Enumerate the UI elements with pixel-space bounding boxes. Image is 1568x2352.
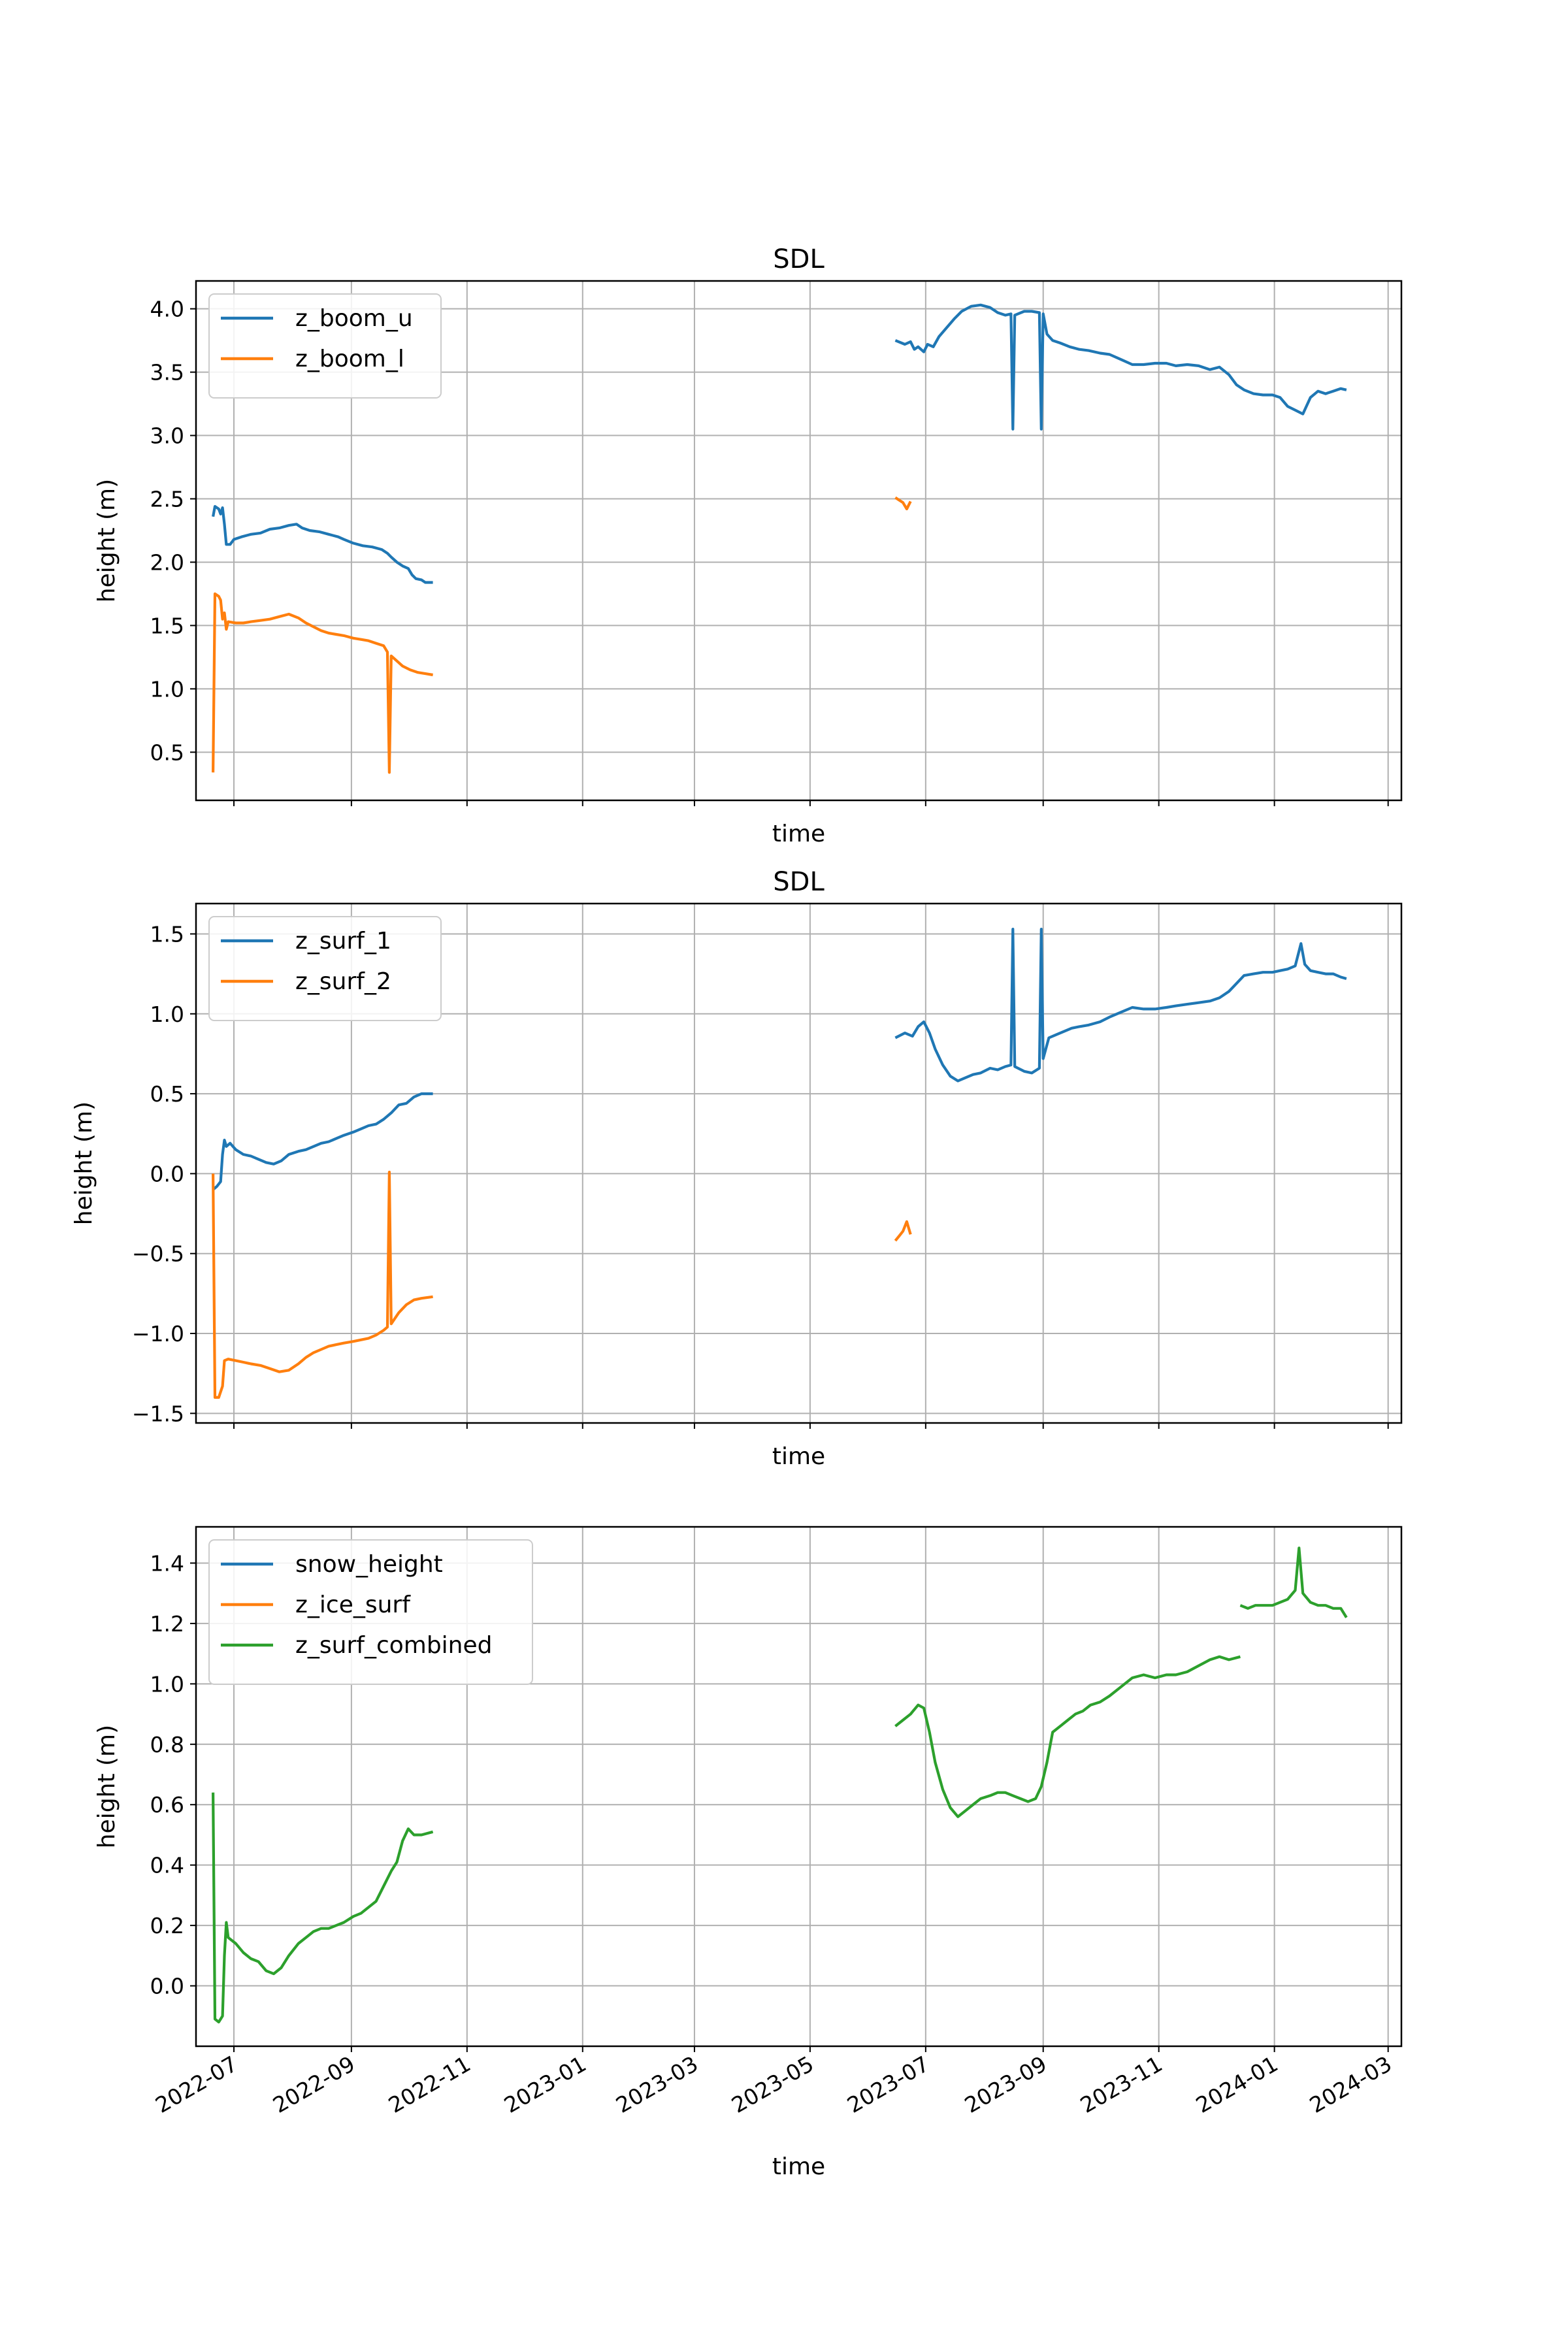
x-axis-label: time [772, 1443, 825, 1470]
y-tick-label: 0.2 [150, 1913, 184, 1938]
x-tick-label: 2022-11 [384, 2051, 475, 2118]
series-line-z_boom_l [894, 496, 912, 511]
series-line-z_surf_2 [212, 1170, 433, 1399]
legend-label: z_surf_combined [295, 1632, 493, 1659]
y-tick-label: 1.0 [150, 676, 184, 702]
y-tick-label: 0.4 [150, 1853, 184, 1878]
x-tick-label: 2023-07 [843, 2051, 934, 2118]
axes-frame [195, 1526, 1403, 2048]
legend-label: z_ice_surf [295, 1592, 411, 1618]
y-tick-label: 0.0 [150, 1974, 184, 1999]
y-tick-label: 0.8 [150, 1732, 184, 1757]
y-tick-label: 4.0 [150, 297, 184, 322]
x-tick-label: 2023-09 [960, 2051, 1051, 2118]
series-line-z_boom_u [212, 505, 433, 584]
legend: z_boom_u z_boom_l [208, 293, 442, 399]
series-line-z_surf_1 [212, 1092, 433, 1191]
series-line-z_surf_combined [894, 1655, 1241, 1818]
y-tick-label: 3.0 [150, 423, 184, 449]
y-tick-label: 1.2 [150, 1611, 184, 1637]
y-tick-label: 2.0 [150, 549, 184, 575]
legend: snow_height z_ice_surf z_surf_combined [208, 1539, 533, 1685]
x-tick-label: 2024-01 [1192, 2051, 1282, 2118]
y-tick-label: 3.5 [150, 360, 184, 385]
y-tick-label: 2.5 [150, 487, 184, 512]
legend: z_surf_1 z_surf_2 [208, 916, 442, 1021]
x-axis-label: time [772, 821, 825, 847]
series-line-z_boom_u [894, 303, 1347, 431]
axes-frame [195, 280, 1403, 802]
series-line-z_surf_1 [894, 928, 1347, 1083]
x-tick-label: 2022-07 [151, 2051, 242, 2118]
series-line-z_surf_2 [894, 1220, 912, 1242]
chart-title: SDL [773, 867, 825, 897]
y-tick-label: 1.4 [150, 1550, 184, 1576]
y-tick-label: 1.0 [150, 1002, 184, 1027]
x-axis-label: time [772, 2153, 825, 2180]
legend-box [208, 1539, 533, 1685]
chart-3: 0.0 0.2 0.4 0.6 0.8 1.0 1.2 1.4 2022-07 2022-09 20… [93, 1526, 1403, 2180]
chart-1: 0.5 1.0 1.5 2.0 2.5 3.0 3.5 4.0 SDL time height (m… [93, 244, 1403, 847]
x-tick-label: 2023-05 [727, 2051, 818, 2118]
chart-title: SDL [773, 244, 825, 274]
chart-2: −1.5 −1.0 −0.5 0.0 0.5 1.0 1.5 SDL time height (m… [71, 867, 1403, 1470]
legend-label: snow_height [295, 1551, 443, 1578]
series-line-z_surf_combined [1239, 1546, 1348, 1618]
legend-box [208, 293, 442, 399]
y-tick-label: −0.5 [132, 1241, 184, 1267]
x-tick-label: 2023-01 [500, 2051, 591, 2118]
y-tick-label: −1.5 [132, 1401, 184, 1426]
legend-box [208, 916, 442, 1021]
y-axis-label: height (m) [93, 479, 120, 602]
y-tick-label: 1.5 [150, 613, 184, 638]
axes-frame [195, 902, 1403, 1424]
x-tick-label: 2024-03 [1305, 2051, 1396, 2118]
x-tick-label: 2023-11 [1076, 2051, 1167, 2118]
y-tick-label: −1.0 [132, 1321, 184, 1347]
legend-label: z_boom_l [295, 346, 404, 372]
y-tick-label: 0.0 [150, 1161, 184, 1186]
y-axis-label: height (m) [71, 1102, 97, 1225]
legend-label: z_surf_1 [295, 928, 391, 955]
series-line-z_boom_l [212, 592, 433, 774]
y-tick-label: 0.5 [150, 740, 184, 765]
y-axis-label: height (m) [93, 1725, 120, 1848]
y-tick-label: 0.5 [150, 1081, 184, 1107]
x-tick-label: 2022-09 [269, 2051, 359, 2118]
y-tick-label: 1.0 [150, 1671, 184, 1697]
legend-label: z_boom_u [295, 305, 413, 332]
x-tick-label: 2023-03 [612, 2051, 702, 2118]
legend-label: z_surf_2 [295, 968, 391, 995]
series-line-z_surf_combined [212, 1792, 434, 2024]
y-tick-label: 0.6 [150, 1792, 184, 1818]
y-tick-label: 1.5 [150, 921, 184, 947]
